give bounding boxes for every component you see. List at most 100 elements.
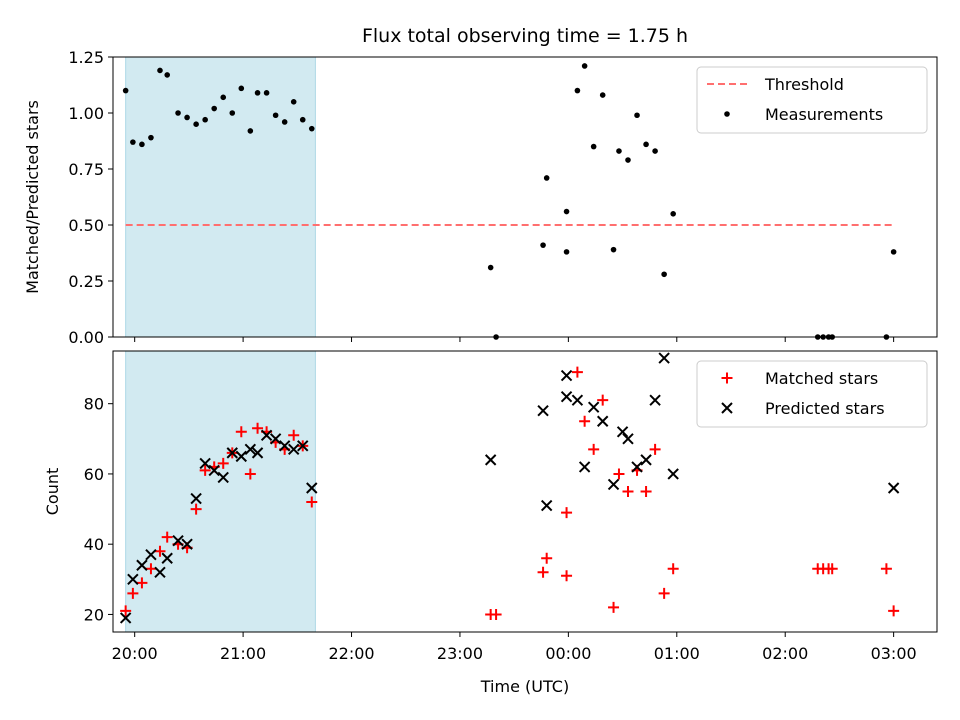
x-tick-label: 01:00 xyxy=(654,644,700,663)
legend-box xyxy=(696,360,928,428)
predicted-star-point xyxy=(607,478,620,491)
measurement-point xyxy=(247,128,254,134)
x-tick-label: 23:00 xyxy=(437,644,483,663)
matched-star-point xyxy=(597,394,609,406)
y-tick-label: 1.25 xyxy=(68,48,104,67)
legend-matched-swatch xyxy=(721,372,733,384)
measurement-point xyxy=(263,90,270,96)
legend: Threshold Measurements xyxy=(696,66,928,134)
matched-star-point xyxy=(190,503,202,515)
predicted-star-point xyxy=(658,352,670,364)
measurement-point xyxy=(574,87,581,94)
matched-star-point xyxy=(561,570,573,582)
count-panel: 20 40 60 80 20:00 21:00 22:00 23:00 00:00 01:00 02… xyxy=(43,350,938,696)
x-tick-label: 21:00 xyxy=(220,644,266,663)
legend-predicted-swatch xyxy=(721,402,733,414)
measurement-point xyxy=(487,264,494,271)
predicted-star-point xyxy=(540,499,553,512)
matched-star-point xyxy=(571,366,583,378)
x-tick-label: 20:00 xyxy=(112,644,158,663)
matched-star-point xyxy=(306,496,318,508)
measurement-point xyxy=(164,72,171,78)
predicted-star-point xyxy=(208,464,220,477)
predicted-star-point xyxy=(235,450,248,463)
predicted-star-point xyxy=(260,429,273,442)
measurement-point xyxy=(193,121,199,127)
matched-star-point xyxy=(622,486,634,497)
x-tick-label: 00:00 xyxy=(545,644,591,663)
predicted-star-point xyxy=(127,573,139,586)
measurement-point xyxy=(122,87,129,94)
predicted-star-point xyxy=(640,454,652,466)
predicted-star-point xyxy=(537,405,549,417)
predicted-star-point xyxy=(226,447,238,459)
y-tick-label: 0.75 xyxy=(68,160,104,179)
observing-window-span xyxy=(125,56,316,338)
matched-star-point xyxy=(613,468,625,480)
predicted-star-point xyxy=(571,394,584,406)
measurement-point xyxy=(175,110,181,116)
y-tick-label: 0.25 xyxy=(68,272,104,291)
measurement-point xyxy=(254,90,261,96)
predicted-star-point xyxy=(287,443,300,456)
measurement-point xyxy=(616,148,622,154)
matched-star-point xyxy=(579,415,591,427)
matched-star-point xyxy=(537,566,549,578)
predicted-star-point xyxy=(181,538,193,550)
y-tick-label: 0.50 xyxy=(68,216,104,235)
matched-star-point xyxy=(120,605,132,617)
measurement-point xyxy=(139,141,145,148)
measurement-point xyxy=(563,249,570,255)
measurement-point xyxy=(890,249,897,255)
measurement-point xyxy=(543,175,550,181)
measurement-point xyxy=(290,99,297,105)
matched-star-point xyxy=(608,601,620,613)
measurement-point xyxy=(540,242,546,248)
matched-star-point xyxy=(658,587,670,599)
y-tick-label: 1.00 xyxy=(68,104,104,123)
y-axis-label: Matched/Predicted stars xyxy=(23,100,42,294)
y-tick-label: 40 xyxy=(84,535,104,554)
measurement-point xyxy=(184,114,190,121)
measurement-point xyxy=(590,143,597,150)
predicted-star-point xyxy=(649,394,661,406)
legend: Matched stars Predicted stars xyxy=(696,360,928,428)
matched-star-point xyxy=(490,608,502,620)
measurement-point xyxy=(299,116,306,123)
measurement-point xyxy=(229,110,236,116)
legend-label: Measurements xyxy=(765,105,883,124)
predicted-star-point xyxy=(269,433,282,445)
measurement-point xyxy=(581,63,588,69)
predicted-star-point xyxy=(172,534,184,547)
measurement-point xyxy=(238,85,245,92)
measurement-point xyxy=(148,134,154,141)
measurement-point xyxy=(634,112,640,119)
y-axis-label: Count xyxy=(43,468,62,516)
x-tick-label: 02:00 xyxy=(762,644,808,663)
predicted-star-point xyxy=(217,471,229,484)
predicted-star-point xyxy=(306,482,318,494)
matched-star-point xyxy=(561,507,573,519)
legend-label: Matched stars xyxy=(765,369,878,388)
matched-star-point xyxy=(588,443,600,455)
legend-box xyxy=(696,66,928,134)
measurement-point xyxy=(157,67,163,74)
predicted-star-point xyxy=(560,369,573,382)
predicted-star-point xyxy=(244,443,257,456)
matched-star-point xyxy=(127,587,139,599)
predicted-star-point xyxy=(278,440,291,452)
measurement-point xyxy=(563,208,570,215)
predicted-star-point xyxy=(560,390,573,403)
measurement-point xyxy=(130,139,136,145)
measurement-point xyxy=(652,148,658,154)
matched-star-point xyxy=(826,563,838,575)
x-tick-label: 22:00 xyxy=(328,644,374,663)
matched-star-point xyxy=(199,464,211,476)
ratio-panel: 0.00 0.25 0.50 0.75 1.00 1.25 Matched/Predicte… xyxy=(23,48,938,347)
matched-star-point xyxy=(649,443,661,455)
measurement-point xyxy=(281,119,288,125)
matched-star-point xyxy=(145,563,157,575)
predicted-star-point xyxy=(161,552,173,564)
predicted-star-point xyxy=(667,468,679,480)
